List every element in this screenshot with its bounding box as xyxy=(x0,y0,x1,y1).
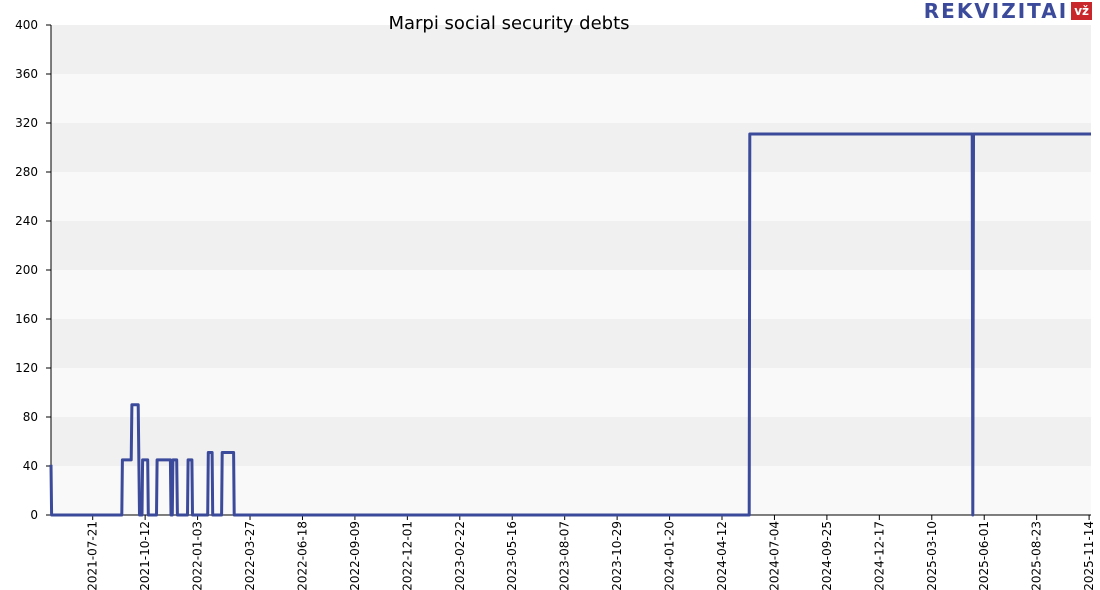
y-tick-label: 280 xyxy=(15,165,38,179)
grid-bands xyxy=(50,25,1091,516)
brand-name: REKVIZITAI xyxy=(923,0,1069,23)
x-tick-label: 2024-04-12 xyxy=(715,521,729,590)
grid-band xyxy=(51,74,1091,123)
x-tick-label: 2023-08-07 xyxy=(558,521,572,590)
x-tick-label: 2023-02-22 xyxy=(453,521,467,590)
y-tick-label: 240 xyxy=(15,214,38,228)
x-tick-label: 2025-08-23 xyxy=(1030,521,1044,590)
x-tick-label: 2022-06-18 xyxy=(295,521,309,590)
x-tick-label: 2025-06-01 xyxy=(977,521,991,590)
x-tick-label: 2022-12-01 xyxy=(400,521,414,590)
grid-band xyxy=(51,466,1091,515)
y-tick-label: 40 xyxy=(23,459,38,473)
y-tick-labels: 0 40 80 120 160 200 240 280 320 360 400 xyxy=(15,18,51,522)
x-tick-label: 2023-10-29 xyxy=(610,521,624,590)
x-tick-label: 2022-03-27 xyxy=(243,521,257,590)
y-tick-label: 160 xyxy=(15,312,38,326)
y-tick-label: 80 xyxy=(23,410,38,424)
brand-logo: REKVIZITAI vž xyxy=(924,0,1092,22)
y-tick-label: 120 xyxy=(15,361,38,375)
x-tick-label: 2022-09-09 xyxy=(348,521,362,590)
y-tick-label: 360 xyxy=(15,67,38,81)
x-tick-label: 2024-07-04 xyxy=(767,521,781,590)
grid-band xyxy=(51,221,1091,270)
grid-band xyxy=(51,172,1091,221)
x-tick-label: 2023-05-16 xyxy=(505,521,519,590)
x-tick-label: 2022-01-03 xyxy=(191,521,205,590)
x-ticks xyxy=(92,515,1090,520)
brand-badge: vž xyxy=(1071,2,1092,20)
y-tick-label: 200 xyxy=(15,263,38,277)
y-tick-label: 320 xyxy=(15,116,38,130)
x-tick-label: 2024-12-17 xyxy=(872,521,886,590)
x-tick-labels: 2021-07-21 2021-10-12 2022-01-03 2022-03-27… xyxy=(86,521,1096,590)
x-tick-label: 2025-11-14 xyxy=(1082,521,1096,590)
grid-band xyxy=(51,319,1091,368)
grid-band xyxy=(51,25,1091,74)
grid-band xyxy=(51,417,1091,466)
x-tick-label: 2021-07-21 xyxy=(86,521,100,590)
grid-band xyxy=(51,123,1091,172)
grid-band xyxy=(51,368,1091,417)
y-tick-label: 0 xyxy=(30,508,38,522)
x-tick-label: 2025-03-10 xyxy=(925,521,939,590)
x-tick-label: 2021-10-12 xyxy=(138,521,152,590)
chart-title: Marpi social security debts xyxy=(388,13,629,34)
grid-band xyxy=(51,270,1091,319)
x-tick-label: 2024-09-25 xyxy=(820,521,834,590)
y-tick-label: 400 xyxy=(15,18,38,32)
series-line xyxy=(49,132,1091,517)
x-tick-label: 2024-01-20 xyxy=(663,521,677,590)
